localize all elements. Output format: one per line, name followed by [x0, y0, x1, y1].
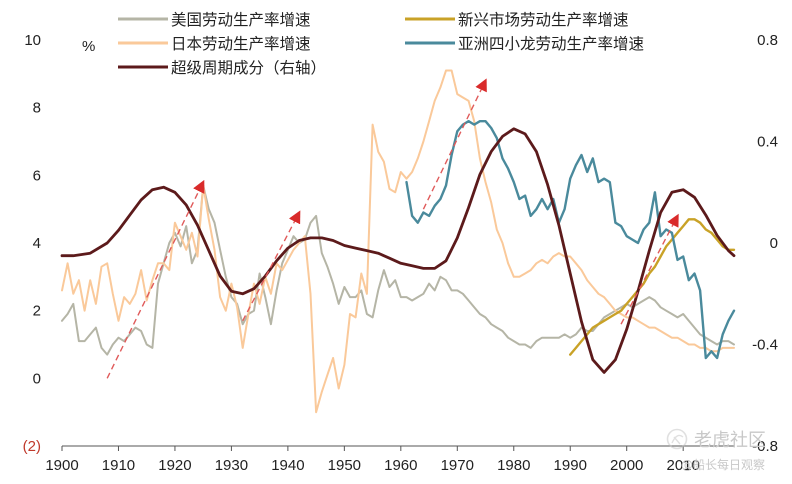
legend-item-asian-tigers: 亚洲四小龙劳动生产率增速 [405, 35, 644, 53]
trend-arrow [422, 78, 487, 210]
y-left-tick-label: 4 [33, 235, 41, 252]
y-right-tick-label: 0 [770, 235, 778, 252]
trend-arrow [242, 210, 301, 322]
legend-label-emerging: 新兴市场劳动生产率增速 [458, 11, 629, 29]
legend-label-us: 美国劳动生产率增速 [171, 11, 311, 29]
y-left-tick-label: 6 [33, 167, 41, 184]
y-left-tick-label: 0 [33, 370, 41, 387]
x-tick-label: 1980 [497, 457, 530, 474]
y-left-tick-label: (2) [23, 438, 41, 455]
x-tick-label: 1970 [441, 457, 474, 474]
left-axis-unit: % [82, 38, 95, 55]
x-tick-label: 1900 [45, 457, 78, 474]
legend-item-japan: 日本劳动生产率增速 [118, 35, 311, 53]
y-left-tick-label: 2 [33, 303, 41, 320]
legend-label-japan: 日本劳动生产率增速 [171, 35, 311, 53]
y-left-tick-label: 10 [24, 32, 41, 49]
watermark-author: @船长每日观察 [681, 457, 765, 472]
legend-label-asian-tigers: 亚洲四小龙劳动生产率增速 [458, 35, 644, 53]
legend-item-emerging: 新兴市场劳动生产率增速 [405, 11, 629, 29]
x-tick-label: 1910 [102, 457, 135, 474]
watermark-brand: 老虎社区 [694, 430, 766, 451]
legend-label-super-cycle: 超级周期成分（右轴） [171, 59, 326, 77]
x-tick-label: 1940 [271, 457, 304, 474]
series-line-super-cycle [60, 127, 736, 374]
legend: 美国劳动生产率增速 新兴市场劳动生产率增速 日本劳动生产率增速 亚洲四小龙劳动生… [118, 11, 644, 77]
y-right-tick-label: -0.4 [752, 337, 778, 354]
legend-item-us: 美国劳动生产率增速 [118, 11, 311, 29]
y-right-tick-label: 0.4 [757, 134, 778, 151]
x-tick-label: 1950 [328, 457, 361, 474]
y-right-tick-label: 0.8 [757, 32, 778, 49]
y-left-tick-label: 8 [33, 100, 41, 117]
x-tick-label: 1930 [215, 457, 248, 474]
trend-arrow [620, 213, 679, 325]
tiger-logo-icon [666, 428, 688, 450]
y-right-tick-label: -0.8 [752, 438, 778, 455]
x-tick-label: 2010 [666, 457, 699, 474]
trend-arrows [106, 78, 679, 379]
y-axis-left-ticks: 10 8 6 4 2 0 (2) [23, 32, 41, 455]
trend-arrow [106, 179, 205, 379]
x-tick-label: 2000 [610, 457, 643, 474]
watermark: 老虎社区 @船长每日观察 [666, 428, 766, 472]
series-line-asian-tigers [405, 120, 736, 360]
x-tick-label: 1960 [384, 457, 417, 474]
x-tick-label: 1990 [554, 457, 587, 474]
series-line-japan [61, 69, 735, 414]
series-line-us [61, 184, 735, 356]
x-axis-ticks: 1900 1910 1920 1930 1940 1950 1960 1970 1980 1990… [45, 446, 700, 474]
axes: 1900 1910 1920 1930 1940 1950 1960 1970 1980 1990… [23, 32, 778, 474]
legend-item-super-cycle: 超级周期成分（右轴） [118, 59, 326, 77]
series-line-emerging [569, 218, 736, 356]
series-layer [60, 69, 736, 414]
y-axis-right-ticks: 0.8 0.4 0 -0.4 -0.8 [752, 32, 778, 455]
x-tick-label: 1920 [158, 457, 191, 474]
